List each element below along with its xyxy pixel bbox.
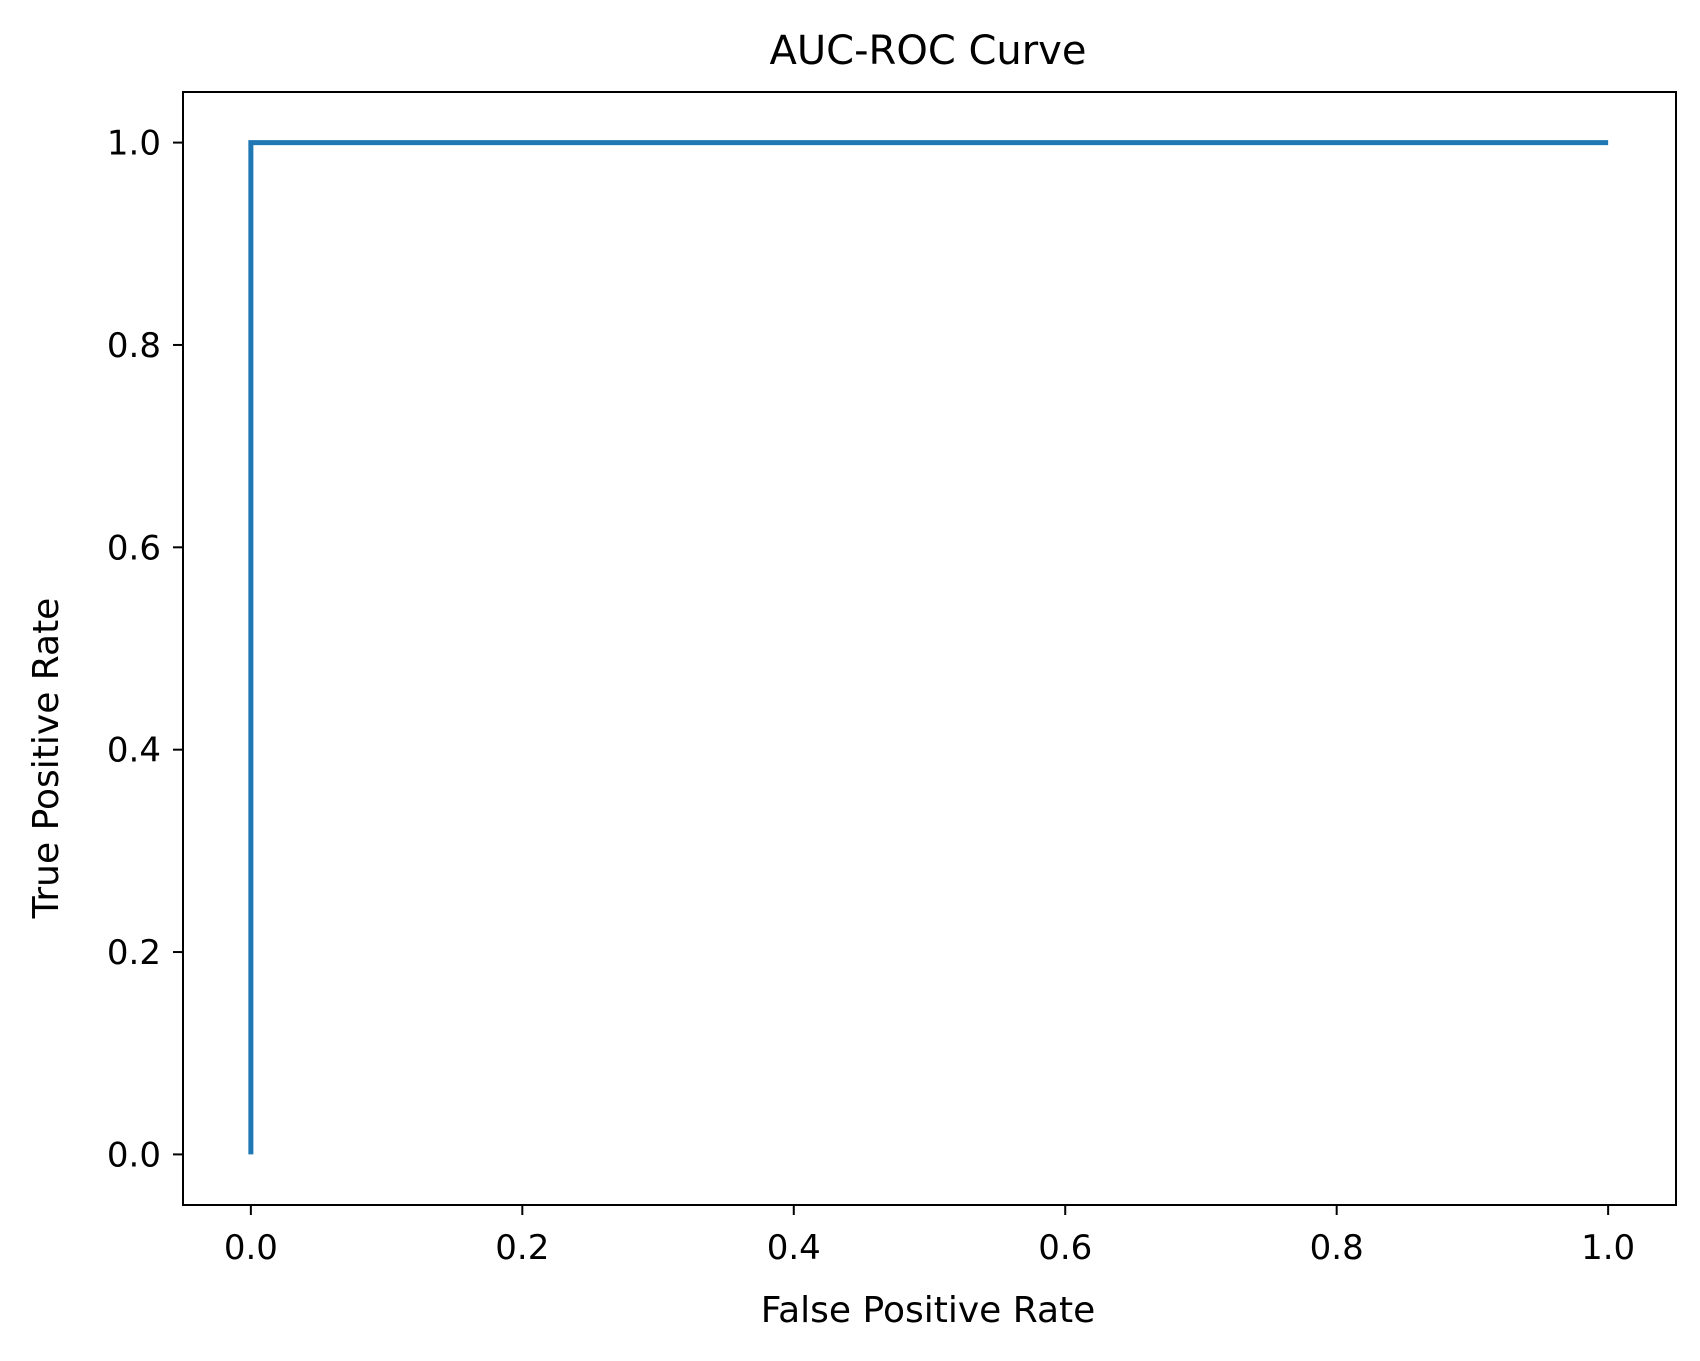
y-tick-label: 1.0 — [107, 124, 161, 164]
x-tick-label: 0.4 — [767, 1228, 821, 1268]
y-tick-label: 0.0 — [107, 1135, 161, 1175]
y-tick-label: 0.6 — [107, 528, 161, 568]
x-tick-label: 0.0 — [224, 1228, 278, 1268]
y-tick-label: 0.4 — [107, 731, 161, 771]
roc-curve-line — [248, 140, 1609, 1155]
plot-frame — [182, 91, 1677, 1206]
chart-title: AUC-ROC Curve — [770, 28, 1087, 74]
x-tick-label: 0.8 — [1310, 1228, 1364, 1268]
y-axis-label: True Positive Rate — [26, 598, 67, 920]
x-tick-label: 1.0 — [1581, 1228, 1635, 1268]
axis-ticks: 0.0 0.2 0.4 0.6 0.8 1.0 0.0 0.2 0.4 0.6 0.8 1.0 — [107, 124, 1635, 1268]
plot-series — [248, 140, 1609, 1155]
x-tick-label: 0.2 — [495, 1228, 549, 1268]
x-tick-label: 0.6 — [1038, 1228, 1092, 1268]
x-axis-label: False Positive Rate — [761, 1290, 1096, 1331]
y-tick-label: 0.8 — [107, 326, 161, 366]
y-tick-label: 0.2 — [107, 933, 161, 973]
